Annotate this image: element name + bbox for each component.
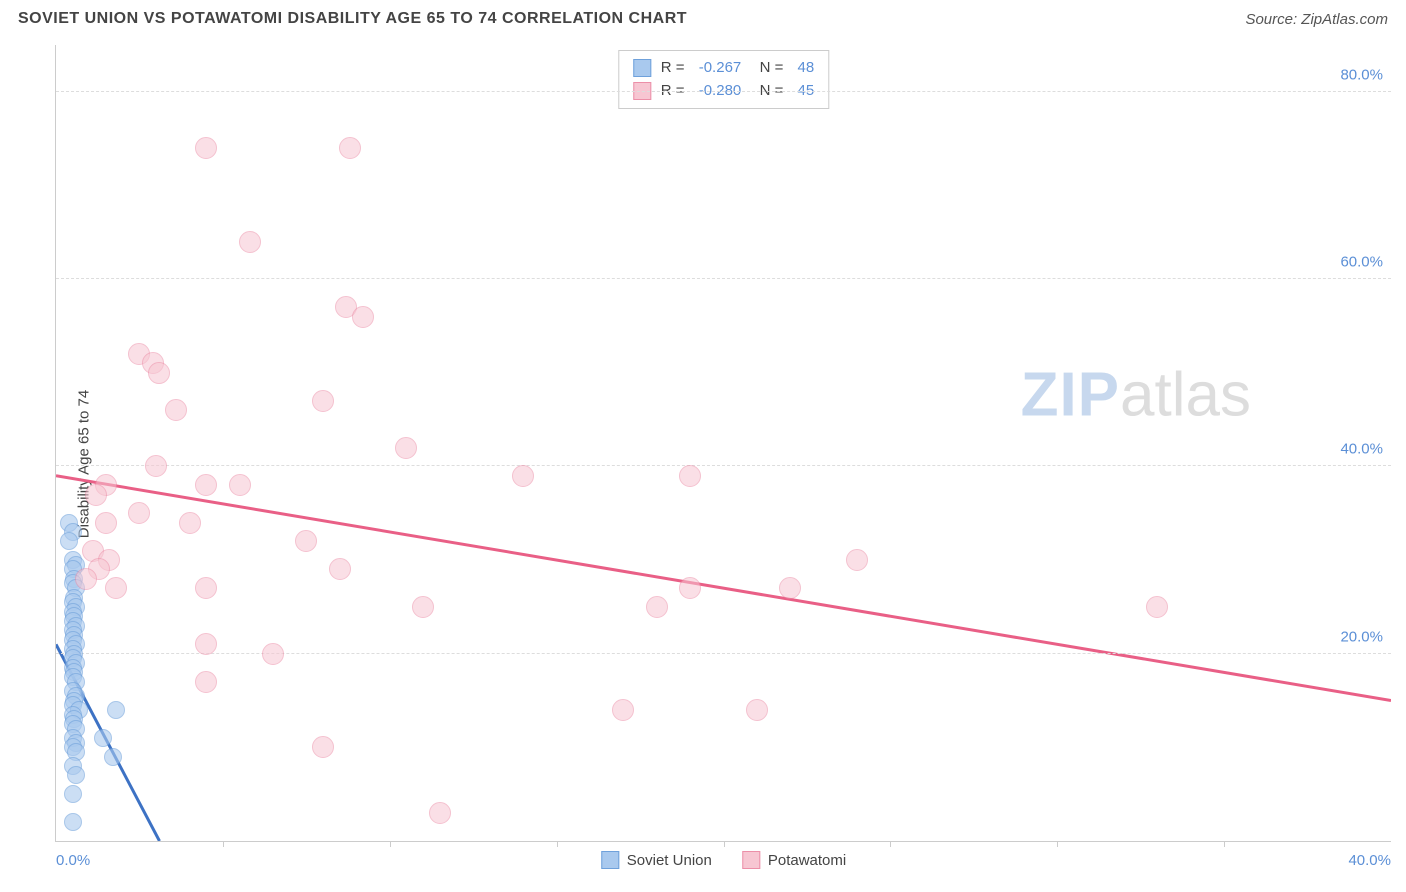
x-tick [1224, 841, 1225, 847]
scatter-point [64, 785, 82, 803]
scatter-point [165, 399, 187, 421]
correlation-row: R = -0.267 N = 48 [633, 57, 814, 80]
scatter-point [104, 748, 122, 766]
x-tick [890, 841, 891, 847]
y-tick-label: 20.0% [1340, 628, 1383, 645]
scatter-point [1146, 596, 1168, 618]
scatter-point [779, 577, 801, 599]
series-legend: Soviet Union Potawatomi [601, 851, 846, 869]
x-tick [557, 841, 558, 847]
scatter-point [846, 549, 868, 571]
trend-line [56, 476, 1391, 701]
trend-lines-layer [56, 45, 1391, 841]
scatter-point [64, 813, 82, 831]
scatter-point [395, 437, 417, 459]
scatter-point [75, 568, 97, 590]
scatter-point [679, 465, 701, 487]
scatter-point [329, 558, 351, 580]
scatter-point [145, 455, 167, 477]
scatter-point [195, 633, 217, 655]
legend-swatch [601, 851, 619, 869]
scatter-point [512, 465, 534, 487]
x-tick [1057, 841, 1058, 847]
scatter-point [746, 699, 768, 721]
scatter-point [239, 231, 261, 253]
scatter-point [67, 766, 85, 784]
scatter-point [85, 484, 107, 506]
scatter-point [339, 137, 361, 159]
scatter-point [646, 596, 668, 618]
scatter-point [195, 137, 217, 159]
plot-region: ZIPatlas R = -0.267 N = 48R = -0.280 N =… [55, 45, 1391, 842]
scatter-point [60, 532, 78, 550]
scatter-point [195, 474, 217, 496]
legend-item: Soviet Union [601, 851, 712, 869]
gridline-h [56, 91, 1391, 92]
scatter-point [179, 512, 201, 534]
scatter-point [312, 736, 334, 758]
legend-swatch [633, 59, 651, 77]
y-tick-label: 80.0% [1340, 66, 1383, 83]
correlation-legend: R = -0.267 N = 48R = -0.280 N = 45 [618, 50, 829, 109]
scatter-point [229, 474, 251, 496]
scatter-point [429, 802, 451, 824]
scatter-point [128, 502, 150, 524]
scatter-point [95, 512, 117, 534]
scatter-point [148, 362, 170, 384]
x-tick-label: 40.0% [1348, 852, 1391, 869]
x-tick [223, 841, 224, 847]
scatter-point [312, 390, 334, 412]
x-tick-label: 0.0% [56, 852, 90, 869]
legend-swatch [742, 851, 760, 869]
chart-area: Disability Age 65 to 74 ZIPatlas R = -0.… [15, 45, 1391, 882]
x-tick [390, 841, 391, 847]
scatter-point [262, 643, 284, 665]
gridline-h [56, 653, 1391, 654]
gridline-h [56, 465, 1391, 466]
chart-title: SOVIET UNION VS POTAWATOMI DISABILITY AG… [18, 10, 687, 28]
source-attribution: Source: ZipAtlas.com [1245, 11, 1388, 28]
scatter-point [105, 577, 127, 599]
y-tick-label: 40.0% [1340, 441, 1383, 458]
scatter-point [195, 577, 217, 599]
scatter-point [295, 530, 317, 552]
scatter-point [195, 671, 217, 693]
gridline-h [56, 278, 1391, 279]
scatter-point [352, 306, 374, 328]
scatter-point [412, 596, 434, 618]
scatter-point [107, 701, 125, 719]
scatter-point [612, 699, 634, 721]
y-tick-label: 60.0% [1340, 254, 1383, 271]
scatter-point [679, 577, 701, 599]
watermark: ZIPatlas [1021, 360, 1251, 431]
x-tick [724, 841, 725, 847]
scatter-point [94, 729, 112, 747]
legend-item: Potawatomi [742, 851, 846, 869]
